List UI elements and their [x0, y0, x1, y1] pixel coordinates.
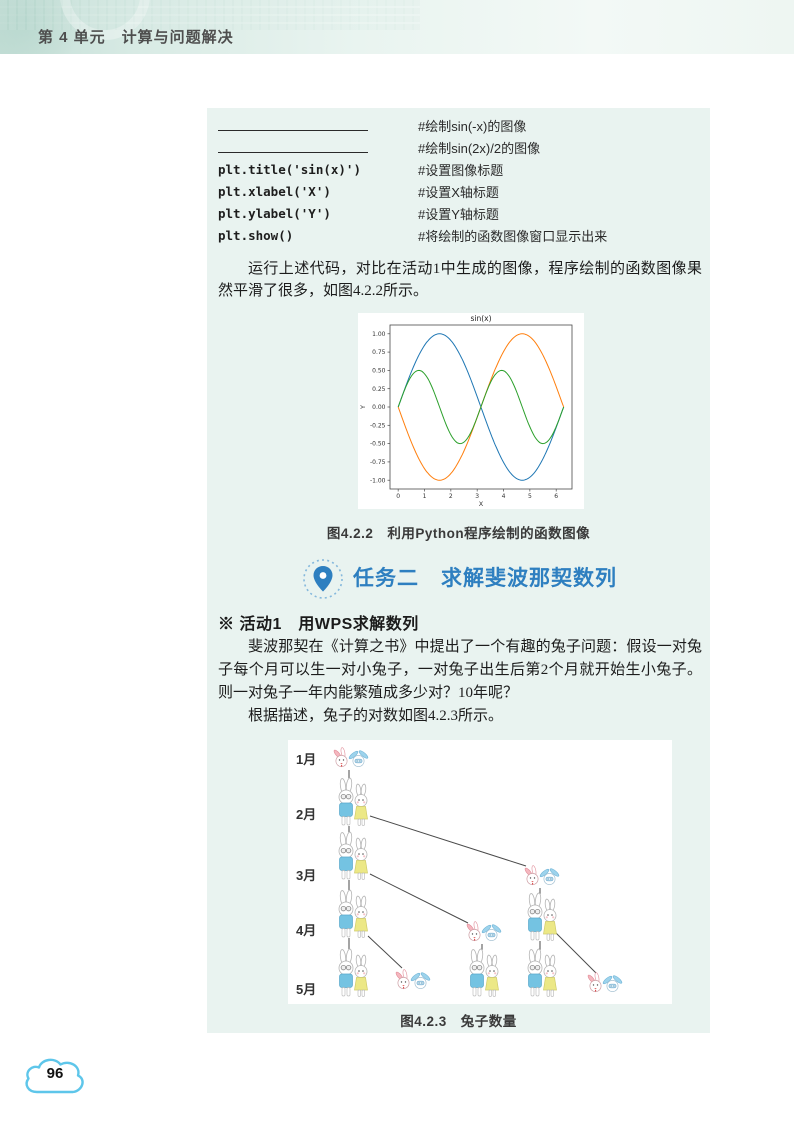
- svg-text:5: 5: [528, 493, 532, 500]
- svg-text:0.50: 0.50: [372, 367, 386, 374]
- sine-chart-svg: 0 1 2 3 4 5 6 -1.00 -0.75 -0.50 -0.25 0.00 0.25 0.50 0…: [359, 314, 573, 508]
- page-number-cloud: 96: [20, 1052, 90, 1100]
- fill-in-blank-line: [218, 139, 368, 153]
- baby-rabbit-pair: [332, 746, 370, 768]
- fill-in-blank-line: [218, 117, 368, 131]
- adult-rabbit-pair: [338, 777, 368, 826]
- adult-rabbit-pair: [338, 948, 368, 997]
- adult-rabbit-pair: [469, 948, 499, 997]
- figure-4-2-3-caption: 图4.2.3 兔子数量: [400, 1014, 517, 1029]
- page-number: 96: [46, 1065, 64, 1082]
- page-header-band: 第 4 单元 计算与问题解决: [0, 0, 794, 54]
- location-pin-icon: [303, 559, 343, 599]
- series-sin(2x)/2: [397, 369, 565, 445]
- code-comment: #将绘制的函数图像窗口显示出来: [418, 228, 608, 244]
- svg-text:1: 1: [423, 493, 427, 500]
- svg-text:-0.50: -0.50: [370, 441, 386, 448]
- svg-text:1.00: 1.00: [372, 331, 386, 338]
- month-label: 3月: [296, 868, 316, 883]
- code-row: #绘制sin(2x)/2的图像: [218, 136, 704, 158]
- adult-rabbit-pair: [338, 889, 368, 938]
- baby-rabbit-pair: [465, 920, 503, 942]
- activity-heading: ※ 活动1 用WPS求解数列: [218, 616, 419, 633]
- month-label: 5月: [296, 982, 316, 997]
- task-title: 任务二 求解斐波那契数列: [353, 567, 617, 590]
- code-cell: plt.ylabel('Y'): [218, 205, 331, 221]
- svg-text:0: 0: [396, 493, 400, 500]
- svg-text:2: 2: [449, 493, 453, 500]
- svg-text:-1.00: -1.00: [370, 477, 386, 484]
- code-comment: #绘制sin(2x)/2的图像: [418, 140, 541, 156]
- month-label: 4月: [296, 923, 316, 938]
- rabbit-diagram-svg: 1月 2月 3月 4月 5月: [296, 746, 624, 997]
- figure-rabbit-diagram: 1月 2月 3月 4月 5月: [288, 740, 672, 1004]
- content-column: #绘制sin(-x)的图像 #绘制sin(2x)/2的图像 plt.title('s…: [207, 108, 710, 1033]
- code-comment: #设置X轴标题: [418, 184, 499, 200]
- code-cell: plt.title('sin(x)'): [218, 161, 361, 177]
- code-cell: plt.xlabel('X'): [218, 183, 331, 199]
- code-row: plt.show() #将绘制的函数图像窗口显示出来: [218, 224, 704, 246]
- svg-text:0.00: 0.00: [372, 404, 386, 411]
- baby-rabbit-pair: [523, 864, 561, 886]
- svg-text:Y: Y: [359, 405, 367, 410]
- baby-rabbit-pair: [394, 968, 432, 990]
- cloud-icon: [25, 1058, 84, 1094]
- baby-rabbit-pair: [586, 971, 624, 993]
- adult-rabbit-pair: [527, 948, 557, 997]
- figure-sine-chart: 0 1 2 3 4 5 6 -1.00 -0.75 -0.50 -0.25 0.00 0.25 0.50 0…: [358, 313, 584, 509]
- figure-4-2-2-caption: 图4.2.2 利用Python程序绘制的函数图像: [326, 526, 591, 541]
- task-banner: 任务二 求解斐波那契数列: [207, 556, 710, 602]
- month-label: 2月: [296, 807, 316, 822]
- header-decoration-pixels: [0, 0, 420, 30]
- svg-text:0.75: 0.75: [372, 349, 386, 356]
- svg-text:6: 6: [554, 493, 558, 500]
- code-row: plt.xlabel('X') #设置X轴标题: [218, 180, 704, 202]
- svg-text:4: 4: [502, 493, 506, 500]
- code-row: plt.title('sin(x)') #设置图像标题: [218, 158, 704, 180]
- code-cell: plt.show(): [218, 227, 294, 243]
- code-cell: [218, 139, 418, 156]
- parent-offspring-line: [555, 932, 597, 974]
- svg-text:X: X: [479, 500, 484, 508]
- adult-rabbit-pair: [338, 831, 368, 880]
- parent-offspring-line: [367, 935, 403, 969]
- body-paragraph-fibonacci: 斐波那契在《计算之书》中提出了一个有趣的兔子问题：假设一对兔子每个月可以生一对小…: [218, 639, 702, 701]
- code-cell: [218, 117, 418, 134]
- code-comment: #设置Y轴标题: [418, 206, 499, 222]
- unit-header-title: 第 4 单元 计算与问题解决: [38, 29, 234, 46]
- body-paragraph-see-figure: 根据描述，兔子的对数如图4.2.3所示。: [248, 708, 504, 724]
- svg-text:3: 3: [475, 493, 479, 500]
- svg-text:sin(x): sin(x): [470, 314, 491, 323]
- svg-text:0.25: 0.25: [372, 386, 386, 393]
- adult-rabbit-pair: [527, 892, 557, 941]
- code-comment: #绘制sin(-x)的图像: [418, 118, 527, 134]
- code-row: #绘制sin(-x)的图像: [218, 114, 704, 136]
- code-comment: #设置图像标题: [418, 162, 504, 178]
- python-code-listing: #绘制sin(-x)的图像 #绘制sin(2x)/2的图像 plt.title('s…: [218, 114, 704, 246]
- parent-offspring-line: [369, 873, 469, 924]
- svg-text:-0.75: -0.75: [370, 459, 386, 466]
- month-label: 1月: [296, 752, 316, 767]
- svg-text:-0.25: -0.25: [370, 422, 386, 429]
- parent-offspring-line: [369, 815, 527, 867]
- code-row: plt.ylabel('Y') #设置Y轴标题: [218, 202, 704, 224]
- body-paragraph-run-code: 运行上述代码，对比在活动1中生成的图像，程序绘制的函数图像果然平滑了很多，如图4…: [218, 261, 702, 299]
